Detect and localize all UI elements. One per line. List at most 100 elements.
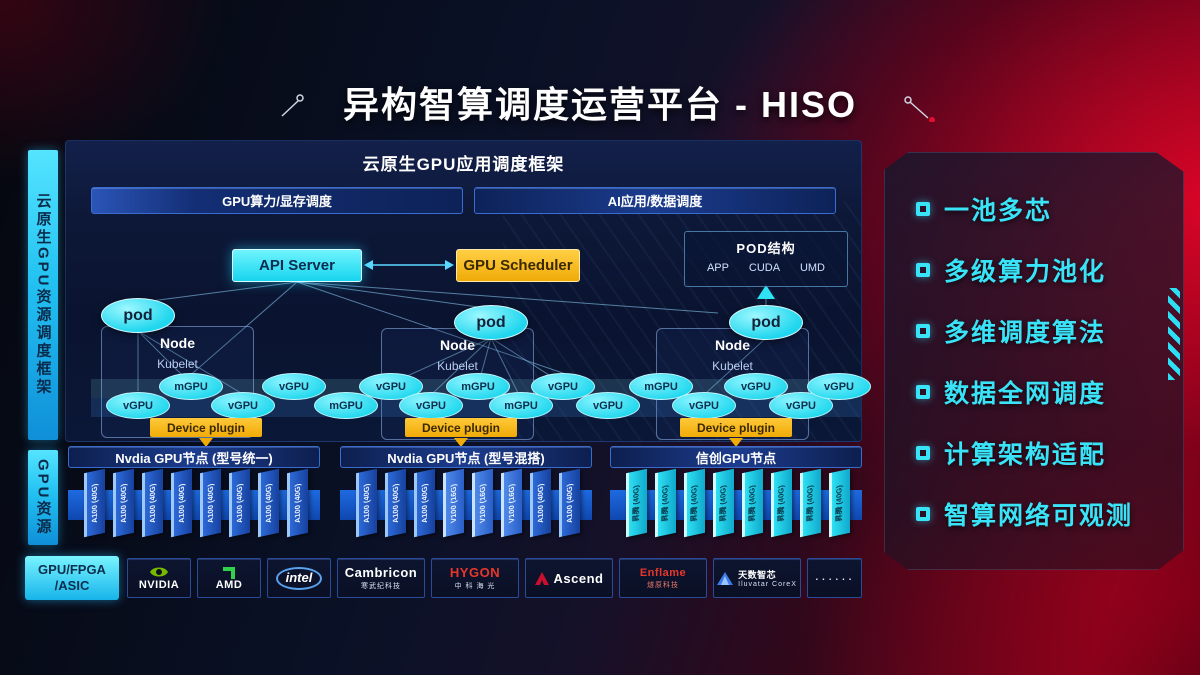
- gpu-band-stripe: [91, 398, 861, 417]
- gpu-unit: mGPU: [446, 373, 510, 400]
- framework-panel: 云原生GPU应用调度框架 GPU算力/显存调度 AI应用/数据调度: [65, 140, 871, 447]
- vendor-category-line1: GPU/FPGA: [38, 561, 106, 577]
- gpu-node-box-title: 信创GPU节点: [610, 446, 862, 468]
- gpu-unit: mGPU: [314, 392, 378, 419]
- gpu-node-box-mixed: Nvdia GPU节点 (型号混搭) A100 (40G) A100 (40G)…: [340, 446, 592, 545]
- gpu-unit: vGPU: [672, 392, 736, 419]
- down-arrow-icon: [729, 438, 743, 447]
- device-plugin-3: Device plugin: [680, 418, 792, 437]
- gpu-unit: vGPU: [262, 373, 326, 400]
- gpu-card: A100 (40G): [258, 468, 279, 538]
- pod-struct-box: POD结构 APP CUDA UMD: [684, 231, 848, 287]
- square-bullet-icon: [916, 323, 930, 338]
- api-server-box: API Server: [232, 249, 362, 282]
- kubelet-label: Kubelet: [437, 359, 478, 373]
- square-bullet-icon: [916, 445, 930, 460]
- framework-header: 云原生GPU应用调度框架: [362, 155, 565, 174]
- intel-oval-icon: intel: [275, 566, 323, 590]
- logo-enflame: Enflame 燧原科技: [619, 558, 707, 598]
- gpu-card: V100 (16G): [501, 468, 522, 538]
- nvidia-eye-icon: [150, 567, 168, 577]
- logo-intel: intel: [267, 558, 331, 598]
- feature-label: 智算网络可观测: [944, 501, 1134, 530]
- title-flourish-right-icon: [904, 96, 935, 122]
- logo-iluvatar: 天数智芯 Iluvatar CoreX: [713, 558, 801, 598]
- device-plugin-2: Device plugin: [405, 418, 517, 437]
- gpu-card: 昇腾 (40G): [713, 468, 734, 538]
- gpu-unit: vGPU: [399, 392, 463, 419]
- device-plugin-1: Device plugin: [150, 418, 262, 437]
- gpu-unit: vGPU: [531, 373, 595, 400]
- gpu-node-box-uniform: Nvdia GPU节点 (型号统一) A100 (40G) A100 (40G)…: [68, 446, 320, 545]
- pill-ai-scheduling: AI应用/数据调度: [474, 187, 836, 214]
- gpu-unit: vGPU: [576, 392, 640, 419]
- feature-item: 多级算力池化: [916, 252, 1174, 288]
- logo-nvidia: NVIDIA: [127, 558, 191, 598]
- gpu-unit: vGPU: [211, 392, 275, 419]
- gpu-card: A100 (40G): [530, 468, 551, 538]
- amd-arrow-icon: [223, 566, 235, 579]
- ascend-icon: [534, 571, 549, 585]
- kubelet-label: Kubelet: [712, 359, 753, 373]
- square-bullet-icon: [916, 262, 930, 277]
- square-bullet-icon: [916, 506, 930, 521]
- gpu-card: A100 (40G): [229, 468, 250, 538]
- down-arrow-icon: [454, 438, 468, 447]
- logo-ascend: Ascend: [525, 558, 613, 598]
- gpu-card: A100 (40G): [142, 468, 163, 538]
- node-label: Node: [160, 335, 195, 351]
- gpu-card: V100 (16G): [443, 468, 464, 538]
- gpu-card: A100 (40G): [356, 468, 377, 538]
- gpu-card: A100 (40G): [414, 468, 435, 538]
- sidebar-label-framework-text: 云原生GPU资源调度框架: [34, 193, 52, 397]
- gpu-scheduler-box: GPU Scheduler: [456, 249, 580, 282]
- down-arrow-icon: [199, 438, 213, 447]
- hazard-stripes-icon: [1168, 288, 1180, 380]
- feature-item: 计算架构适配: [916, 435, 1174, 471]
- node-label: Node: [440, 337, 475, 353]
- gpu-unit: mGPU: [159, 373, 223, 400]
- feature-item: 多维调度算法: [916, 313, 1174, 349]
- vendor-category-box: GPU/FPGA /ASIC: [25, 556, 119, 600]
- gpu-card: A100 (40G): [113, 468, 134, 538]
- feature-panel: 一池多芯 多级算力池化 多维调度算法 数据全网调度 计算架构适配 智算网络可观测: [884, 152, 1184, 570]
- pod-struct-item-app: APP: [706, 262, 729, 274]
- vendor-row: GPU/FPGA /ASIC NVIDIA AMD intel Cambrico…: [0, 556, 880, 602]
- title-flourish-left-icon: [281, 94, 304, 117]
- pod-struct-item-cuda: CUDA: [748, 262, 781, 274]
- gpu-card: 昇腾 (40G): [771, 468, 792, 538]
- gpu-card: A100 (40G): [171, 468, 192, 538]
- logo-more: ······: [807, 558, 862, 598]
- page-title: 异构智算调度运营平台 - HISO: [342, 84, 857, 125]
- feature-label: 多维调度算法: [944, 318, 1107, 347]
- pod-struct-item-umd: UMD: [799, 262, 826, 274]
- sidebar-label-gpu-resource: GPU资源: [28, 450, 58, 545]
- pod-struct-title: POD结构: [736, 241, 796, 256]
- pod-ellipse-3: pod: [729, 305, 803, 340]
- gpu-card: 昇腾 (40G): [742, 468, 763, 538]
- gpu-card: A100 (40G): [84, 468, 105, 538]
- gpu-card: 昇腾 (40G): [684, 468, 705, 538]
- gpu-unit: vGPU: [106, 392, 170, 419]
- gpu-node-box-title: Nvdia GPU节点 (型号混搭): [340, 446, 592, 468]
- sidebar-label-framework: 云原生GPU资源调度框架: [28, 150, 58, 440]
- gpu-card: A100 (40G): [200, 468, 221, 538]
- logo-cambricon: Cambricon 寒武纪科技: [337, 558, 425, 598]
- gpu-card: 昇腾 (40G): [829, 468, 850, 538]
- gpu-card: 昇腾 (40G): [655, 468, 676, 538]
- gpu-card: A100 (40G): [287, 468, 308, 538]
- feature-label: 多级算力池化: [944, 257, 1107, 286]
- feature-item: 一池多芯: [916, 191, 1174, 227]
- feature-label: 数据全网调度: [944, 379, 1107, 408]
- pill-gpu-scheduling: GPU算力/显存调度: [91, 187, 463, 214]
- feature-label: 计算架构适配: [944, 440, 1107, 469]
- sidebar-label-gpu-resource-text: GPU资源: [34, 458, 52, 537]
- kubelet-label: Kubelet: [157, 357, 198, 371]
- square-bullet-icon: [916, 201, 930, 216]
- logo-hygon: HYGON 中 科 海 光: [431, 558, 519, 598]
- gpu-node-box-title: Nvdia GPU节点 (型号统一): [68, 446, 320, 468]
- vendor-category-line2: /ASIC: [54, 578, 90, 593]
- feature-label: 一池多芯: [944, 196, 1053, 225]
- iluvatar-triangle-icon: [717, 571, 734, 585]
